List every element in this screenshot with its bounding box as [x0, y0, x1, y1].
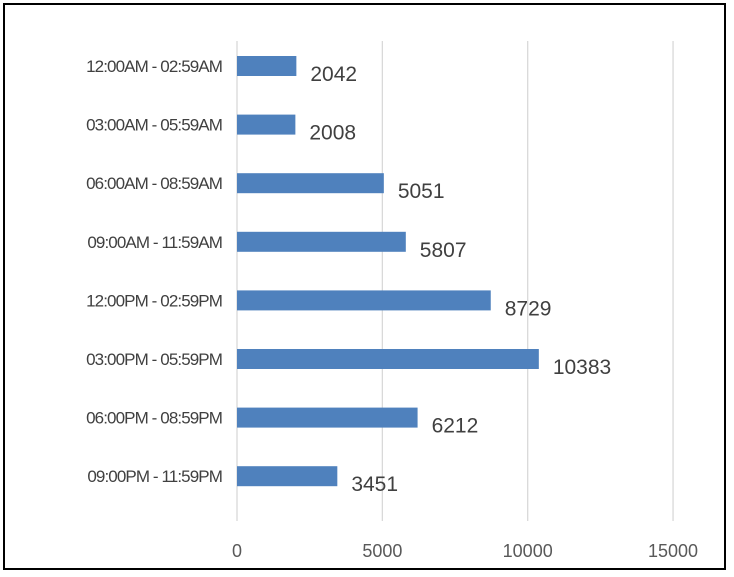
category-label: 03:00PM - 05:59PM	[86, 350, 222, 369]
x-tick-label: 10000	[503, 541, 553, 561]
bars	[237, 56, 539, 487]
data-label: 5051	[398, 180, 445, 203]
bar	[237, 407, 418, 428]
bar	[237, 114, 296, 135]
data-label: 5807	[420, 239, 467, 262]
chart-frame: 2042 2008 5051 5807 8729 10383 6212 3451 12:00A…	[3, 3, 726, 570]
bar	[237, 466, 338, 487]
bar	[237, 349, 539, 369]
x-tick-label: 5000	[362, 541, 402, 561]
gridlines	[236, 41, 674, 521]
bar-chart: 2042 2008 5051 5807 8729 10383 6212 3451 12:00A…	[86, 41, 698, 561]
category-label: 06:00AM - 08:59AM	[86, 174, 222, 193]
category-label: 06:00PM - 08:59PM	[86, 409, 222, 428]
data-label: 6212	[432, 415, 479, 438]
data-label: 8729	[505, 297, 552, 320]
category-label: 09:00PM - 11:59PM	[87, 467, 222, 486]
bar	[237, 173, 384, 194]
data-label: 2008	[309, 122, 356, 145]
category-labels: 12:00AM - 02:59AM 03:00AM - 05:59AM 06:00A…	[86, 57, 223, 486]
category-label: 12:00PM - 02:59PM	[86, 291, 222, 310]
bar	[237, 290, 491, 311]
x-tick-label: 15000	[648, 541, 698, 561]
category-label: 12:00AM - 02:59AM	[86, 57, 222, 76]
category-label: 03:00AM - 05:59AM	[86, 116, 222, 135]
bar	[237, 56, 297, 76]
category-label: 09:00AM - 11:59AM	[87, 233, 222, 252]
data-label: 3451	[351, 473, 398, 496]
data-labels: 2042 2008 5051 5807 8729 10383 6212 3451	[309, 63, 611, 496]
bar	[237, 231, 406, 252]
x-tick-label: 0	[232, 541, 242, 561]
data-label: 10383	[553, 356, 611, 379]
x-tick-labels: 0 5000 10000 15000	[232, 541, 698, 561]
data-label: 2042	[310, 63, 357, 86]
